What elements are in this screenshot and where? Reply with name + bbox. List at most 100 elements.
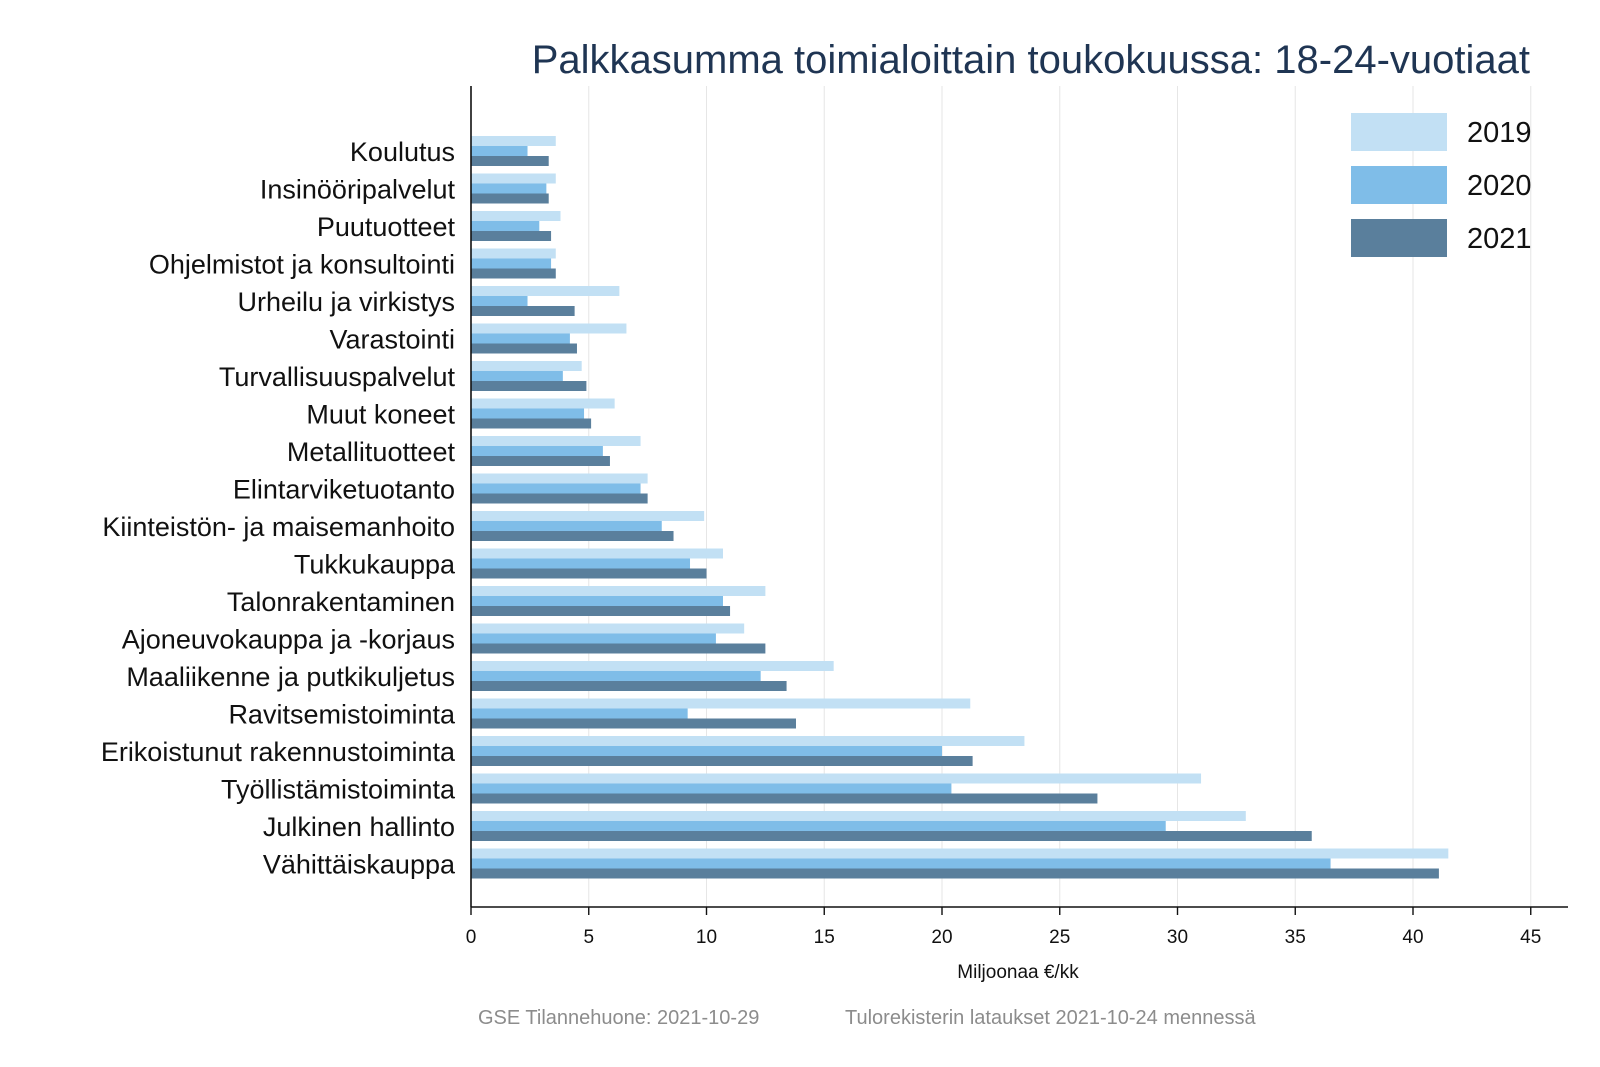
x-tick-label: 15 <box>814 927 835 948</box>
category-label: Tukkukauppa <box>294 550 456 580</box>
x-tick-label: 20 <box>931 927 952 948</box>
bar-2019 <box>471 736 1025 746</box>
bar-2019 <box>471 811 1246 821</box>
bar-2021 <box>471 456 610 466</box>
bar-2020 <box>471 521 662 531</box>
chart-title: Palkkasumma toimialoittain toukokuussa: … <box>532 38 1530 82</box>
gridlines <box>588 86 1532 907</box>
x-axis-title: Miljoonaa €/kk <box>957 962 1079 983</box>
category-label: Vähittäiskauppa <box>263 850 456 880</box>
category-label: Kiinteistön- ja maisemanhoito <box>102 512 455 542</box>
category-label: Varastointi <box>329 325 455 355</box>
bar-2020 <box>471 221 540 231</box>
bar-2020 <box>471 671 761 681</box>
category-label: Insinööripalvelut <box>260 175 456 205</box>
bar-2021 <box>471 381 587 391</box>
category-label: Ohjelmistot ja konsultointi <box>149 250 455 280</box>
bar-2020 <box>471 296 528 306</box>
bar-2020 <box>471 596 723 606</box>
category-label: Maaliikenne ja putkikuljetus <box>126 662 455 692</box>
legend-label-2021: 2021 <box>1467 223 1532 255</box>
bar-2019 <box>471 586 766 596</box>
bar-2021 <box>471 681 787 691</box>
bar-2019 <box>471 511 705 521</box>
category-label: Ravitsemistoiminta <box>228 700 456 730</box>
bar-2019 <box>471 473 648 484</box>
category-label: Metallituotteet <box>287 437 456 467</box>
x-tick-label: 0 <box>466 927 477 948</box>
category-label: Urheilu ja virkistys <box>237 287 455 317</box>
bar-2021 <box>471 343 577 354</box>
category-label: Turvallisuuspalvelut <box>219 362 456 392</box>
bar-2021 <box>471 418 592 429</box>
bar-2021 <box>471 268 556 279</box>
bar-2020 <box>471 708 688 719</box>
bar-2019 <box>471 248 556 259</box>
category-label: Ajoneuvokauppa ja -korjaus <box>122 625 455 655</box>
category-label: Koulutus <box>350 137 455 167</box>
bar-2020 <box>471 333 570 344</box>
bar-2019 <box>471 548 723 559</box>
bar-2020 <box>471 258 552 269</box>
legend: 2019 2020 2021 <box>1351 113 1532 257</box>
bar-2021 <box>471 231 552 241</box>
bar-2020 <box>471 783 952 794</box>
category-labels: Koulutus Insinööripalvelut Puutuotteet Ohje… <box>101 137 456 880</box>
bar-2019 <box>471 698 971 709</box>
bar-2020 <box>471 371 563 381</box>
bar-2019 <box>471 623 745 634</box>
x-tick-label: 30 <box>1167 927 1188 948</box>
category-label: Erikoistunut rakennustoiminta <box>101 737 456 767</box>
category-label: Muut koneet <box>306 400 455 430</box>
category-label: Talonrakentaminen <box>227 587 455 617</box>
x-tick-label: 35 <box>1285 927 1306 948</box>
bar-2020 <box>471 146 528 156</box>
bars <box>471 136 1449 879</box>
bar-2019 <box>471 436 641 446</box>
bar-2021 <box>471 156 549 166</box>
bar-2019 <box>471 286 620 296</box>
bar-2019 <box>471 173 556 184</box>
bar-2021 <box>471 718 796 729</box>
bar-2020 <box>471 746 942 756</box>
bar-2019 <box>471 661 834 671</box>
bar-2021 <box>471 868 1439 879</box>
category-label: Työllistämistoiminta <box>221 775 456 805</box>
bar-2021 <box>471 756 973 766</box>
bar-2019 <box>471 136 556 146</box>
bar-2021 <box>471 606 731 616</box>
x-tick-label: 5 <box>583 927 594 948</box>
x-tick-label: 40 <box>1402 927 1423 948</box>
legend-swatch-2021 <box>1351 219 1447 257</box>
bar-2021 <box>471 306 575 316</box>
x-tick-label: 10 <box>696 927 717 948</box>
bar-2021 <box>471 793 1098 804</box>
category-label: Puutuotteet <box>317 212 456 242</box>
bar-2021 <box>471 531 674 541</box>
legend-swatch-2019 <box>1351 113 1447 151</box>
bar-2021 <box>471 193 549 204</box>
legend-label-2020: 2020 <box>1467 170 1532 202</box>
bar-2021 <box>471 568 707 579</box>
footnote-data-note: Tulorekisterin lataukset 2021-10-24 menn… <box>845 1007 1256 1029</box>
bar-2020 <box>471 633 716 644</box>
legend-swatch-2020 <box>1351 166 1447 204</box>
footnote-source: GSE Tilannehuone: 2021-10-29 <box>478 1007 759 1029</box>
bar-2020 <box>471 408 585 419</box>
x-tick-label: 45 <box>1520 927 1541 948</box>
bar-2019 <box>471 398 615 409</box>
axes <box>470 86 1568 908</box>
bar-2020 <box>471 858 1331 869</box>
bar-2021 <box>471 831 1312 841</box>
bar-2020 <box>471 446 603 456</box>
bar-2020 <box>471 183 547 194</box>
bar-2019 <box>471 323 627 334</box>
category-label: Elintarviketuotanto <box>233 475 455 505</box>
bar-2021 <box>471 493 648 504</box>
bar-2020 <box>471 558 691 569</box>
bar-2019 <box>471 361 582 371</box>
bar-2020 <box>471 483 641 494</box>
bar-2019 <box>471 211 561 221</box>
bar-2019 <box>471 773 1202 784</box>
